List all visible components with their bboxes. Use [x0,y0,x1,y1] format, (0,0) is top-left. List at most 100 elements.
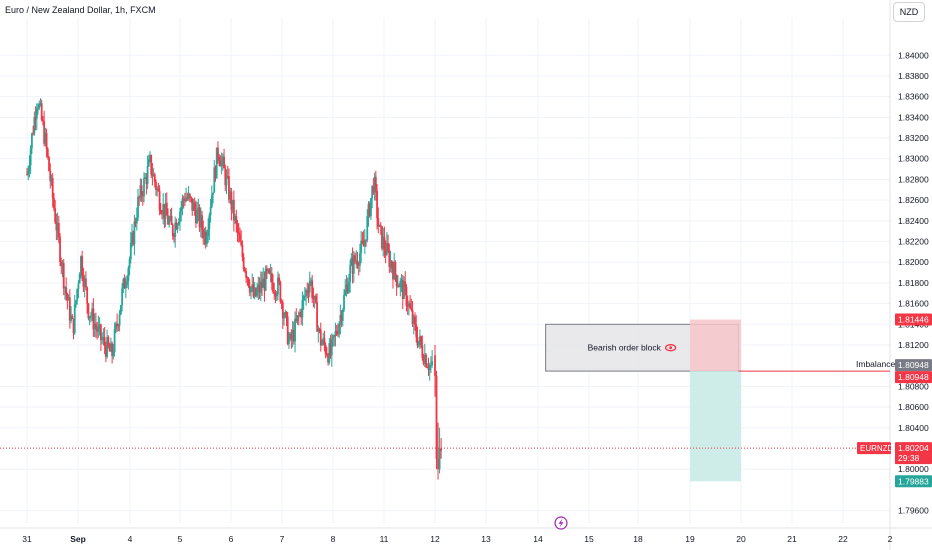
candle-body [158,190,161,211]
price-label: 1.81446 [898,315,929,325]
candle-body [30,133,33,149]
currency-button[interactable]: NZD [893,2,925,22]
x-tick-label: 19 [685,534,695,544]
candle-body [175,222,178,230]
candle-body [187,193,190,199]
candle-body [214,167,217,179]
candle-body [53,197,55,209]
candle-body [339,314,342,324]
candle-body [338,323,341,335]
candle-body [101,339,104,341]
candle-body [94,323,97,328]
candle-body [168,220,171,225]
x-tick-label: 6 [229,534,234,544]
candle-body [54,208,57,223]
candle-body [80,256,82,275]
candle-body [428,364,431,370]
x-tick-label: 21 [787,534,797,544]
candle-body [134,221,137,224]
candle-body [161,213,163,215]
candle-body [32,133,35,135]
candle-body [29,148,32,166]
y-tick-label: 1.81800 [898,278,929,288]
candle-body [416,336,419,346]
candle-body [43,121,46,144]
candle-body [279,281,282,302]
candle-body [217,147,219,157]
candle-body [409,303,412,308]
candle-body [237,232,240,235]
eye-icon-pupil [669,346,673,350]
candle-body [75,300,77,305]
candle-body [28,165,31,171]
candle-body [171,224,174,237]
y-tick-label: 1.83600 [898,92,929,102]
candle-body [390,260,393,269]
candle-body [423,354,426,364]
candle-body [321,342,323,346]
x-tick-label: 13 [481,534,491,544]
candle-body [195,209,197,224]
candle-body [308,281,311,293]
candle-body [117,325,120,327]
x-tick-label: 4 [128,534,133,544]
candle-body [411,310,414,324]
candle-body [33,117,36,134]
y-tick-label: 1.80600 [898,402,929,412]
candle-body [210,195,213,208]
candle-body [34,117,37,120]
candle-body [140,185,143,196]
countdown-label: 29:38 [898,453,920,463]
candle-body [257,284,260,291]
candle-body [99,324,102,340]
candle-body [323,338,326,346]
candle-body [219,160,222,167]
y-tick-label: 1.82600 [898,195,929,205]
candle-body [124,284,127,289]
candle-body [381,226,383,249]
candle-body [303,296,306,297]
candle-body [410,307,413,311]
candle-body [240,241,243,246]
lightning-icon-bolt [558,518,564,528]
candle-body [440,448,443,451]
y-tick-label: 1.81200 [898,340,929,350]
candle-body [59,236,61,262]
candle-body [368,203,371,217]
candle-body [431,361,434,365]
candle-body [224,168,227,186]
candle-body [376,190,378,219]
x-tick-label: 12 [430,534,440,544]
candle-body [239,234,241,242]
candle-body [73,304,76,334]
candle-body [384,249,387,255]
candle-body [231,199,234,210]
candle-body [314,295,317,303]
x-tick-label: 8 [331,534,336,544]
candle-body [218,156,221,161]
candle-body [91,308,94,317]
candle-body [193,202,196,210]
candle-body [426,366,429,368]
candle-body [294,318,296,342]
candle-body [104,345,107,357]
candle-body [388,250,391,267]
candle-body [370,198,372,217]
candle-body [300,312,303,318]
candle-body [198,207,201,228]
candle-body [325,354,328,356]
candle-body [204,231,207,245]
candle-body [340,314,343,321]
candle-body [107,337,110,347]
candle-body [131,233,133,243]
candle-body [267,269,270,272]
candle-body [253,287,256,297]
candle-body [247,277,250,287]
candle-body [403,281,405,299]
candle-body [251,284,254,288]
candle-body [141,195,144,197]
y-tick-label: 1.80800 [898,381,929,391]
candle-body [311,280,314,299]
